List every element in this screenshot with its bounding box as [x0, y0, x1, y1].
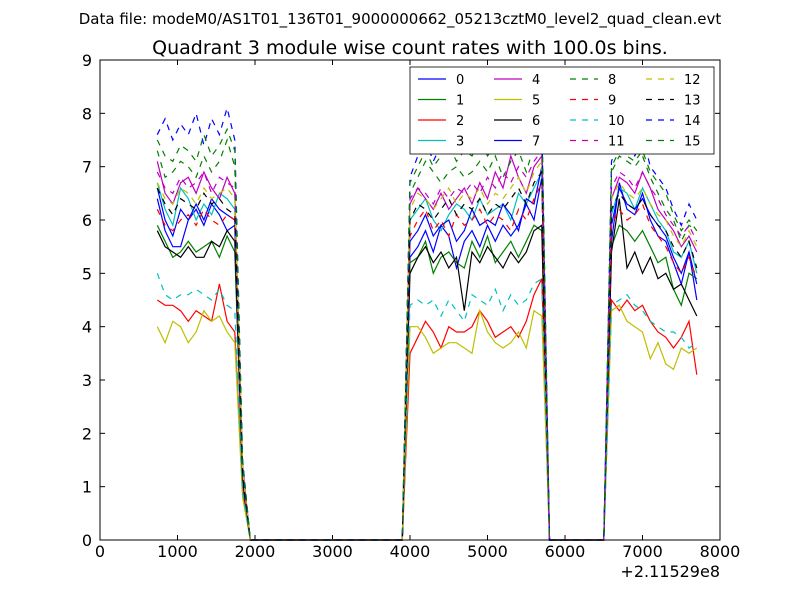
- y-tick-label: 0: [82, 531, 92, 550]
- y-tick-label: 6: [82, 211, 92, 230]
- x-tick-label: 5000: [467, 542, 508, 561]
- legend-label-12: 12: [684, 73, 701, 88]
- legend-box: [409, 66, 715, 155]
- plot-frame: [99, 59, 721, 541]
- series-line-10: [156, 273, 698, 541]
- y-tick-label: 8: [82, 104, 92, 123]
- legend-label-13: 13: [684, 94, 701, 109]
- series-line-12: [156, 159, 698, 541]
- legend-label-1: 1: [456, 94, 464, 109]
- legend-label-10: 10: [608, 114, 625, 129]
- series-line-9: [156, 182, 698, 541]
- y-tick-label: 2: [82, 424, 92, 443]
- x-tick-label: 4000: [390, 542, 431, 561]
- series-line-11: [156, 148, 698, 541]
- legend-label-14: 14: [684, 114, 701, 129]
- x-tick-label: 1000: [157, 542, 198, 561]
- figure-suptitle: Data file: modeM0/AS1T01_136T01_90000006…: [79, 10, 722, 29]
- legend-label-9: 9: [608, 94, 616, 109]
- x-tick-label: 0: [95, 542, 105, 561]
- legend-label-3: 3: [456, 135, 464, 150]
- plot-area: [156, 81, 698, 541]
- x-tick-label: 2000: [235, 542, 276, 561]
- legend-label-8: 8: [608, 73, 616, 88]
- y-tick-label: 9: [82, 51, 92, 70]
- series-line-8: [156, 132, 698, 541]
- legend-label-4: 4: [532, 73, 540, 88]
- y-tick-label: 7: [82, 158, 92, 177]
- chart-title: Quadrant 3 module wise count rates with …: [152, 37, 668, 59]
- series-line-6: [156, 198, 698, 541]
- series-line-5: [156, 304, 698, 541]
- legend-label-7: 7: [532, 135, 540, 150]
- y-tick-label: 1: [82, 478, 92, 497]
- series-line-1: [156, 224, 698, 541]
- series-line-7: [156, 166, 698, 541]
- axis-ticks: 0 1000 2000 3000 4000 5000 6000 7000 80000123456…: [82, 51, 741, 561]
- x-offset-label: +2.11529e8: [620, 562, 720, 581]
- x-tick-label: 7000: [622, 542, 663, 561]
- legend-label-15: 15: [684, 135, 701, 150]
- y-tick-label: 5: [82, 264, 92, 283]
- legend-label-6: 6: [532, 114, 540, 129]
- legend-label-2: 2: [456, 114, 464, 129]
- series-line-0: [156, 177, 698, 541]
- x-tick-label: 6000: [545, 542, 586, 561]
- legend-label-0: 0: [456, 73, 464, 88]
- y-tick-label: 3: [82, 371, 92, 390]
- x-tick-label: 8000: [700, 542, 741, 561]
- y-tick-label: 4: [82, 318, 92, 337]
- legend-label-5: 5: [532, 94, 540, 109]
- x-tick-label: 3000: [312, 542, 353, 561]
- legend-label-11: 11: [608, 135, 625, 150]
